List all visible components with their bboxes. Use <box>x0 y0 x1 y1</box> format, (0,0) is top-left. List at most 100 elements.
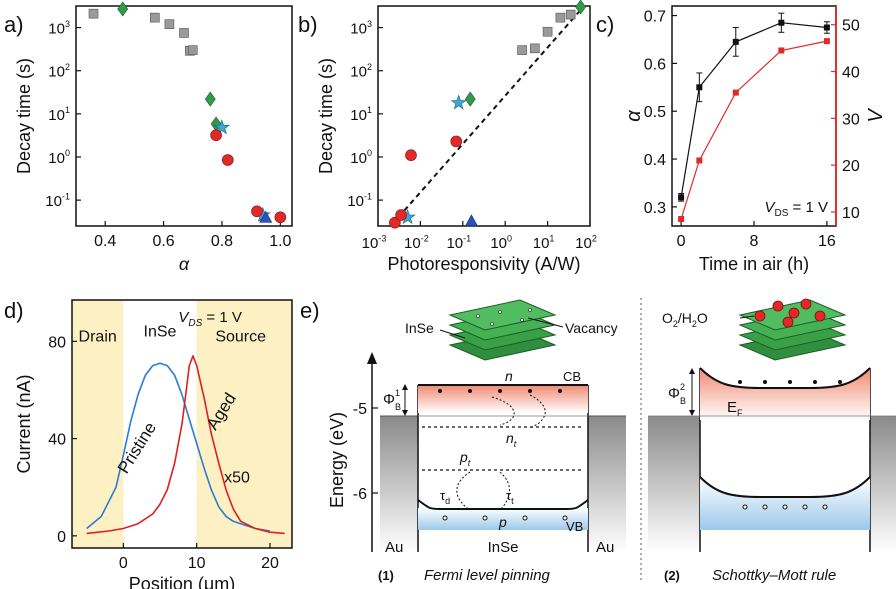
x-tick-label: 8 <box>750 233 759 250</box>
y-tick-label: 100 <box>350 148 372 167</box>
p-label: p <box>498 514 507 530</box>
y-tick-label: 102 <box>48 62 70 81</box>
chart-c-frame <box>671 5 837 227</box>
tau-t-label: τt <box>506 488 514 506</box>
chart-b: 10-3 10-2 10-1 100 101 102 10-1 100 101 102 103 Pho… <box>316 0 597 274</box>
y-tick-label: 101 <box>48 105 70 124</box>
chart-a-frame <box>75 5 293 227</box>
y-right-tick-label: 50 <box>842 18 860 35</box>
x-tick-label: 100 <box>490 233 512 252</box>
region-label-inse: InSe <box>144 323 177 340</box>
ef-label: EF <box>727 399 743 418</box>
x-tick-label: 10-2 <box>404 233 429 252</box>
vb-fill <box>418 508 588 530</box>
data-point <box>530 43 540 54</box>
data-point <box>464 91 476 107</box>
data-point <box>251 205 263 218</box>
y-right-tick-label: 40 <box>842 65 860 82</box>
y-tick-label: 102 <box>350 62 372 81</box>
transition-arc-lower2 <box>499 471 510 511</box>
au-right-electrode <box>588 416 626 552</box>
y-tick-label: 0.3 <box>644 200 666 217</box>
aged-flake-stack <box>738 298 847 361</box>
panel-label-b: b) <box>298 12 318 37</box>
data-point <box>204 91 216 107</box>
data-point <box>823 24 830 31</box>
inse-flake-stack <box>448 299 557 361</box>
data-point <box>778 47 785 54</box>
y-tick-label: 101 <box>350 105 372 124</box>
energy-axis-arrow <box>367 352 377 364</box>
data-point <box>678 215 685 222</box>
data-point <box>696 84 703 91</box>
cb-electrons-2 <box>738 380 842 384</box>
data-point <box>464 214 478 227</box>
data-point <box>179 28 189 38</box>
flake-label-inse: InSe <box>405 320 434 336</box>
chart-d-frame <box>71 299 293 549</box>
phi-b2-label: Φ2 B <box>668 382 686 406</box>
x-tick-label: 0.4 <box>94 233 116 250</box>
x-tick-label: 1.0 <box>269 233 291 250</box>
n-label: n <box>505 368 513 384</box>
y-right-tick-label: 10 <box>842 205 860 222</box>
tau-d-label: τd <box>440 488 450 506</box>
y-right-tick-label: 20 <box>842 158 860 175</box>
x-tick-label: 16 <box>818 233 836 250</box>
data-point <box>210 129 222 141</box>
series-line <box>86 362 271 532</box>
cb-label: CB <box>563 369 581 384</box>
energy-tick-label-6: -6 <box>353 486 367 503</box>
chart-d: 0 10 20 0 40 80 Position (μm) Current (nA) Drain… <box>14 299 293 589</box>
x-axis-label: Position (μm) <box>129 574 235 589</box>
vb-holes <box>442 515 568 521</box>
band-diagram-schottky-mott: EF Φ2 B (2) Schottky–Mott rule O2/H2O <box>648 298 896 584</box>
data-point <box>732 38 739 45</box>
data-point <box>221 154 234 166</box>
phi-b1-label: Φ1 B <box>383 388 401 412</box>
transition-arc-lower <box>456 471 471 511</box>
data-point <box>555 12 566 23</box>
y-axis-label: Current (nA) <box>14 374 34 473</box>
energy-tick-label-5: -5 <box>353 401 367 418</box>
data-point <box>542 26 553 37</box>
panel-label-e: e) <box>300 298 320 323</box>
data-point <box>450 94 467 110</box>
x-tick-label: 0 <box>119 555 128 572</box>
x-tick-label: 101 <box>533 233 555 252</box>
chart-a: 0.4 0.6 0.8 1.0 10-1 100 101 102 103 α Decay time … <box>14 1 293 274</box>
molecule-label: O2/H2O <box>662 310 708 329</box>
pt-label: pt <box>459 449 471 468</box>
vb-label: VB <box>566 519 583 534</box>
data-point <box>274 211 287 224</box>
valence-band <box>417 499 589 510</box>
phi-b1-arrow-up <box>402 384 408 390</box>
cb-electrons <box>438 389 562 393</box>
x-tick-label: 10-1 <box>446 233 471 252</box>
series-line <box>680 22 827 198</box>
y-right-tick-label: 30 <box>842 111 860 128</box>
chart-b-frame <box>377 5 591 227</box>
data-point <box>395 209 407 221</box>
y-tick-label: 0.4 <box>644 152 666 169</box>
y-axis-label: α <box>623 110 645 122</box>
y-tick-label: 103 <box>350 19 372 38</box>
y-axis-label: Decay time (s) <box>14 58 34 174</box>
data-point <box>150 12 160 23</box>
data-point <box>213 119 230 135</box>
y-tick-label: 80 <box>48 334 66 351</box>
x-tick-label: 0 <box>677 233 686 250</box>
x-tick-label: 102 <box>575 233 597 252</box>
phi-b2-arrow-down <box>689 410 695 416</box>
phi-b1-arrow-down <box>402 410 408 416</box>
au-left-electrode-2 <box>648 416 700 552</box>
panel-label-c: c) <box>596 12 614 37</box>
data-point <box>389 216 401 229</box>
region-label-drain: Drain <box>79 328 117 345</box>
y-tick-label: 10-1 <box>45 191 70 210</box>
phi-b2-arrow-up <box>689 368 695 374</box>
band-diagram-fermi-pinning: -5 -6 Energy (eV) n CB nt pt <box>327 299 626 584</box>
caption-1-number: (1) <box>378 568 394 583</box>
data-point <box>259 210 273 223</box>
